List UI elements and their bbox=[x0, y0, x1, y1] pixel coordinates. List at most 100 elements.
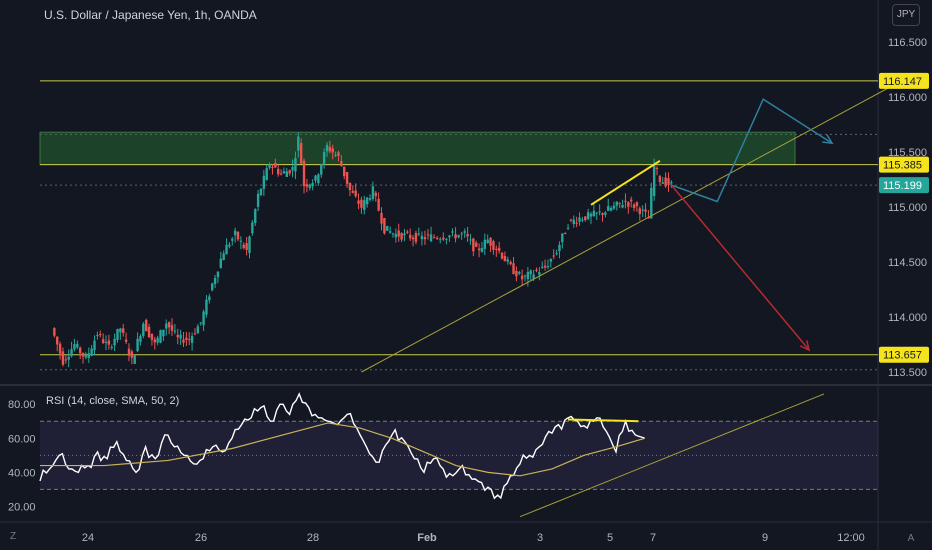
candle-body bbox=[495, 248, 498, 250]
candle-body bbox=[119, 328, 122, 333]
candle-body bbox=[107, 340, 111, 345]
time-tick-label: 24 bbox=[82, 532, 94, 544]
time-tick-label: 26 bbox=[195, 532, 207, 544]
candle-body bbox=[374, 192, 377, 197]
candle-body bbox=[518, 272, 521, 274]
price-tick-label: 116.500 bbox=[888, 37, 927, 49]
candle-body bbox=[113, 338, 116, 346]
candle-body bbox=[371, 186, 375, 199]
price-tick-label: 114.500 bbox=[888, 257, 927, 269]
candle-body bbox=[337, 152, 340, 156]
candle-body bbox=[351, 191, 355, 193]
candle-body bbox=[210, 283, 214, 291]
candle-body bbox=[276, 168, 280, 175]
candle-body bbox=[87, 353, 90, 358]
price-label-text: 115.385 bbox=[883, 160, 922, 172]
candle-body bbox=[279, 173, 283, 175]
candle-body bbox=[208, 296, 211, 301]
candle-body bbox=[442, 237, 445, 240]
candle-body bbox=[480, 248, 484, 252]
candle-body bbox=[607, 206, 610, 212]
price-label-text: 113.657 bbox=[883, 350, 922, 362]
candle-body bbox=[360, 199, 363, 208]
candle-body bbox=[664, 177, 667, 187]
candle-body bbox=[538, 272, 541, 275]
candle-body bbox=[363, 200, 366, 210]
candle-body bbox=[460, 233, 463, 235]
candle-body bbox=[182, 339, 185, 343]
candle-body bbox=[314, 175, 317, 181]
candle-body bbox=[658, 176, 662, 182]
candle-body bbox=[173, 330, 177, 332]
candle-body bbox=[99, 334, 102, 336]
candle-body bbox=[394, 233, 398, 238]
candle-body bbox=[96, 335, 99, 337]
candle-body bbox=[78, 347, 82, 354]
candle-body bbox=[162, 329, 165, 337]
candle-body bbox=[199, 322, 202, 324]
candle-body bbox=[176, 334, 179, 338]
candle-body bbox=[581, 219, 584, 221]
candle-body bbox=[575, 222, 578, 224]
candle-body bbox=[190, 336, 194, 343]
candle-body bbox=[417, 233, 421, 235]
candle-body bbox=[150, 333, 154, 340]
rsi-tick-label: 80.00 bbox=[8, 399, 36, 411]
candle-body bbox=[282, 171, 286, 174]
candle-body bbox=[242, 244, 245, 249]
candle-body bbox=[73, 344, 76, 350]
candle-body bbox=[144, 319, 148, 332]
candle-body bbox=[340, 160, 343, 167]
candle-body bbox=[90, 348, 93, 356]
rsi-highlight-trendline bbox=[567, 418, 639, 423]
candle-body bbox=[526, 271, 530, 280]
candle-body bbox=[136, 338, 139, 352]
candle-body bbox=[170, 325, 174, 331]
candle-body bbox=[58, 343, 62, 354]
candle-body bbox=[116, 328, 119, 340]
rsi-support-trendline bbox=[519, 393, 825, 518]
zoom-button[interactable]: Z bbox=[10, 531, 17, 542]
candle-body bbox=[604, 212, 607, 215]
auto-scale-button[interactable]: A bbox=[907, 533, 915, 544]
candle-body bbox=[225, 244, 228, 255]
candle-body bbox=[423, 237, 427, 240]
candle-body bbox=[406, 231, 409, 233]
candle-body bbox=[156, 337, 159, 343]
candle-body bbox=[357, 200, 360, 204]
instrument-title: U.S. Dollar / Japanese Yen, 1h, OANDA bbox=[44, 8, 257, 22]
candle-body bbox=[236, 231, 240, 240]
candle-body bbox=[196, 326, 200, 334]
highlight-trendline bbox=[590, 159, 661, 206]
candle-body bbox=[589, 213, 593, 217]
candle-body bbox=[609, 208, 613, 211]
candle-body bbox=[153, 339, 156, 343]
price-label-badge bbox=[879, 72, 929, 89]
candle-body bbox=[104, 341, 108, 343]
candle-body bbox=[124, 339, 128, 342]
candle-body bbox=[259, 188, 263, 196]
rsi-ma-line bbox=[40, 422, 645, 477]
candle-body bbox=[185, 337, 188, 340]
candle-body bbox=[354, 190, 357, 197]
currency-button[interactable]: JPY bbox=[892, 4, 920, 26]
candle-body bbox=[500, 252, 504, 259]
candle-body bbox=[325, 144, 329, 152]
candle-body bbox=[233, 230, 237, 236]
candle-body bbox=[130, 351, 134, 358]
rsi-tick-label: 40.00 bbox=[8, 467, 36, 479]
candle-body bbox=[429, 234, 433, 242]
candle-body bbox=[652, 164, 656, 196]
candle-body bbox=[365, 197, 369, 205]
rsi-indicator-label[interactable]: RSI (14, close, SMA, 50, 2) bbox=[46, 395, 180, 407]
candle-body bbox=[586, 212, 590, 219]
candle-body bbox=[621, 205, 624, 208]
candle-body bbox=[655, 167, 659, 169]
price-tick-label: 113.500 bbox=[888, 367, 927, 379]
candle-body bbox=[667, 178, 670, 185]
candle-body bbox=[297, 136, 300, 151]
candle-body bbox=[569, 219, 573, 221]
candle-body bbox=[497, 247, 501, 251]
candle-body bbox=[414, 233, 418, 242]
